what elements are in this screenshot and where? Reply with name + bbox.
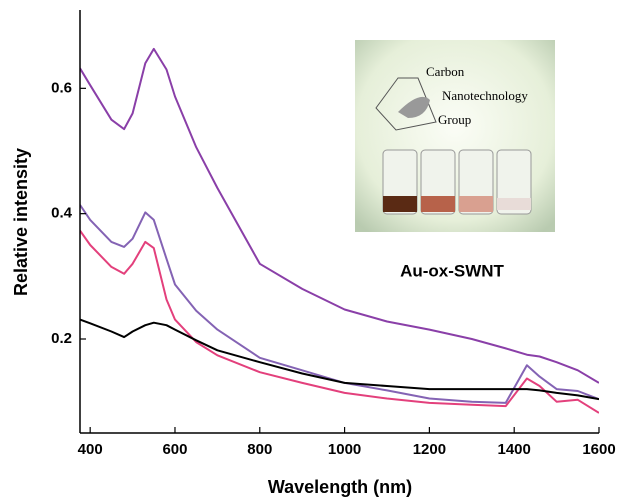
x-tick-label: 600 [162, 441, 187, 458]
x-tick-label: 800 [247, 441, 272, 458]
inset-text: Carbon [426, 64, 465, 79]
chart: Carbon Nanotechnology Group Au-ox-SWNT W… [0, 0, 622, 498]
y-tick-label: 0.4 [51, 205, 73, 222]
vial-liquid [383, 196, 417, 212]
x-axis-label: Wavelength (nm) [268, 477, 412, 497]
y-tick-label: 0.2 [51, 330, 72, 347]
y-tick-label: 0.6 [51, 79, 72, 96]
vial-liquid [497, 198, 531, 210]
x-tick-label: 400 [78, 441, 103, 458]
inset-photo: Carbon Nanotechnology Group [355, 40, 555, 232]
x-tick-label: 1400 [498, 441, 531, 458]
x-tick-label: 1600 [582, 441, 615, 458]
annotation: Au-ox-SWNT [400, 261, 504, 280]
x-tick-label: 1200 [413, 441, 446, 458]
inset-text: Nanotechnology [442, 88, 528, 103]
data-line [80, 205, 599, 403]
vial-liquid [459, 196, 493, 212]
inset-text: Group [438, 112, 471, 127]
vial-liquid [421, 196, 455, 212]
x-tick-label: 1000 [328, 441, 361, 458]
data-line [80, 231, 599, 413]
y-axis-label: Relative intensity [11, 148, 31, 296]
